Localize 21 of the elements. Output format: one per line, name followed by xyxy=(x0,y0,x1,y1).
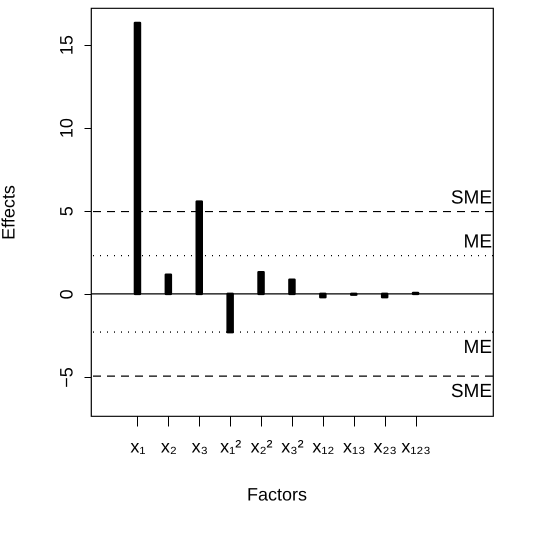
x-axis-title: Factors xyxy=(246,484,308,504)
x-tick-label: x₁ xyxy=(130,436,146,456)
x-tick-label: x₁² xyxy=(220,436,242,456)
y-axis-title: Effects xyxy=(0,185,18,240)
y-tick-label: 15 xyxy=(56,35,76,56)
ref-line-label: ME xyxy=(464,337,492,358)
x-tick-label: x₁₃ xyxy=(343,436,366,456)
y-tick-label: −5 xyxy=(56,367,76,388)
x-tick-label: x₂₃ xyxy=(373,436,397,456)
x-tick-label: x₂ xyxy=(160,436,177,456)
x-tick-label: x₂² xyxy=(250,436,273,456)
x-tick-label: x₃ xyxy=(192,436,208,456)
y-tick-label: 10 xyxy=(56,118,76,138)
ref-line-label: SME xyxy=(450,188,492,209)
y-tick-label: 0 xyxy=(56,289,76,300)
y-tick-label: 5 xyxy=(56,206,76,216)
x-tick-label: x₁₂ xyxy=(312,436,334,456)
x-tick-label: x₃² xyxy=(281,436,304,456)
ref-line-label: ME xyxy=(464,232,492,253)
x-tick-label: x₁₂₃ xyxy=(401,436,431,456)
ref-line-label: SME xyxy=(450,381,492,402)
